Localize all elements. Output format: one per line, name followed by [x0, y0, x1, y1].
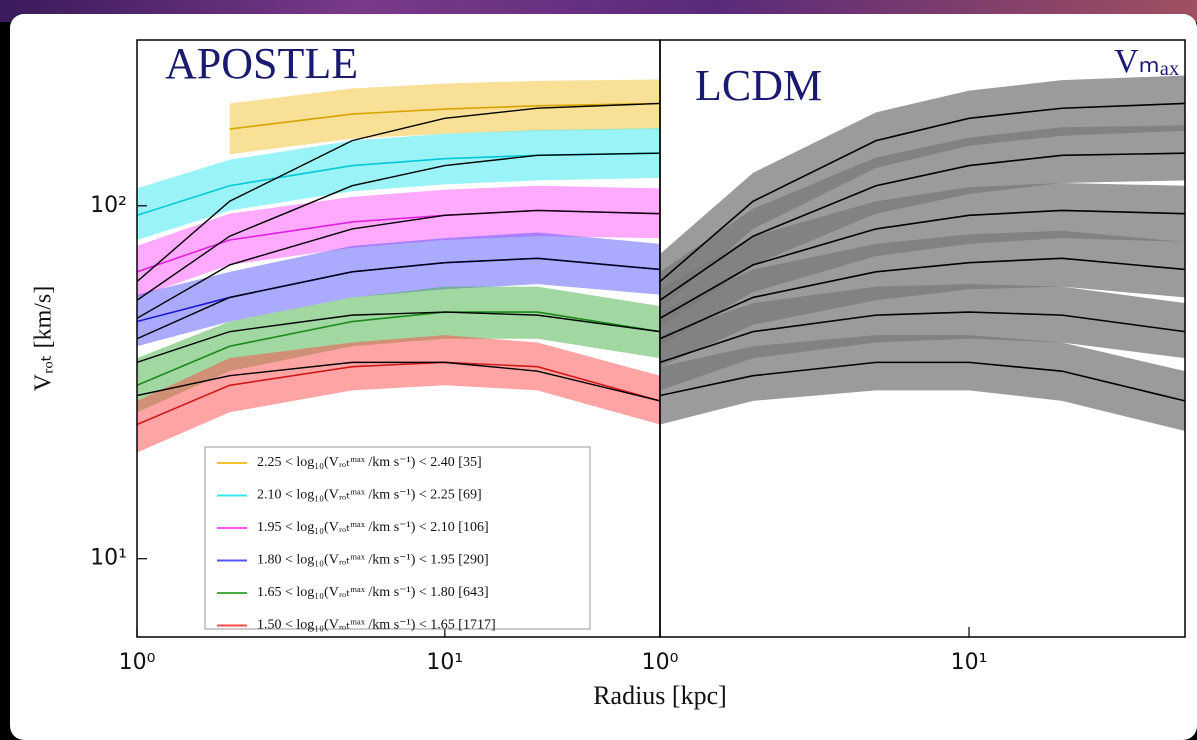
band — [660, 125, 1185, 329]
band — [137, 335, 660, 453]
legend-label: 1.80 < log₁₀(Vᵣₒₜᵐᵃˣ /km s⁻¹) < 1.95 [29… — [257, 553, 489, 568]
x-tick-label: 10¹ — [426, 650, 463, 675]
band — [660, 335, 1185, 432]
legend-label: 2.25 < log₁₀(Vᵣₒₜᵐᵃˣ /km s⁻¹) < 2.40 [35… — [257, 455, 482, 470]
median-line — [660, 152, 1185, 301]
frame — [659, 39, 1186, 638]
x-axis-label: Radius [kpc] — [593, 681, 727, 710]
y-tick-label: 10² — [90, 193, 127, 218]
band — [660, 230, 1185, 367]
legend-label: 1.50 < log₁₀(Vᵣₒₜᵐᵃˣ /km s⁻¹) < 1.65 [17… — [257, 618, 496, 633]
x-tick-label: 10¹ — [951, 650, 988, 675]
band — [229, 79, 660, 155]
median-line — [660, 102, 1185, 283]
band — [137, 232, 660, 347]
legend-box — [204, 446, 591, 630]
plots: 10⁰ 10¹ 10¹ 10² APOSTLE Vᵣₒₜ [km/s] Radius [kp… — [31, 39, 1186, 710]
band — [660, 183, 1185, 347]
median-line — [137, 361, 660, 426]
panel-title: APOSTLE — [165, 39, 358, 88]
lcdm-overlay-line — [137, 257, 660, 340]
legend-label: 1.65 < log₁₀(Vᵣₒₜᵐᵃˣ /km s⁻¹) < 1.80 [64… — [257, 585, 489, 600]
median-line — [660, 209, 1185, 319]
x-tick-label: 10⁰ — [119, 650, 156, 675]
panel: 10⁰ 10¹ LCDM Vₘₐₓ — [642, 39, 1186, 675]
median-line — [660, 257, 1185, 340]
median-line — [229, 102, 660, 130]
panel: 10⁰ 10¹ 10¹ 10² APOSTLE Vᵣₒₜ [km/s] Radius [kp… — [31, 39, 727, 710]
median-line — [137, 311, 660, 387]
lcdm-overlay-line — [137, 311, 660, 364]
band — [137, 185, 660, 298]
panel-title: LCDM — [695, 61, 822, 110]
y-tick-label: 10¹ — [90, 546, 127, 571]
median-line — [660, 311, 1185, 364]
x-tick-label: 10⁰ — [642, 650, 679, 675]
median-line — [660, 361, 1185, 402]
lcdm-overlay-line — [137, 361, 660, 402]
y-axis-label: Vᵣₒₜ [km/s] — [31, 286, 57, 392]
lcdm-overlay-line — [137, 152, 660, 301]
lcdm-overlay-line — [137, 209, 660, 319]
band — [137, 286, 660, 413]
legend-label: 1.95 < log₁₀(Vᵣₒₜᵐᵃˣ /km s⁻¹) < 2.10 [10… — [257, 520, 489, 535]
annotation: Vₘₐₓ — [1114, 43, 1179, 80]
plot-area — [137, 79, 660, 453]
plot-area — [660, 75, 1185, 432]
legend-label: 2.10 < log₁₀(Vᵣₒₜᵐᵃˣ /km s⁻¹) < 2.25 [69… — [257, 488, 482, 503]
lcdm-overlay-line — [137, 102, 660, 283]
